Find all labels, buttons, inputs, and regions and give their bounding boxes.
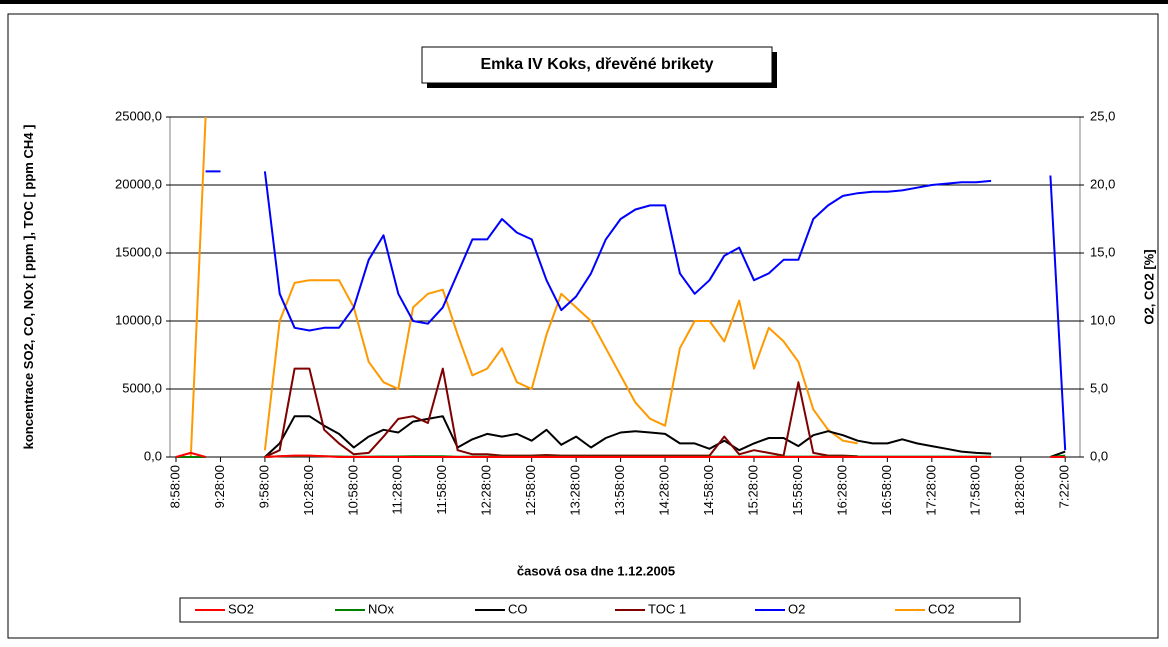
x-tick-label: 12:58:00 (523, 465, 538, 516)
x-tick-label: 10:28:00 (301, 465, 316, 516)
y-tick-label: 20000,0 (115, 176, 162, 191)
top-edge (0, 0, 1168, 4)
legend-label: CO2 (928, 601, 955, 616)
x-tick-label: 13:58:00 (612, 465, 627, 516)
y-tick-label: 10000,0 (115, 312, 162, 327)
y2-axis-title: O2, CO2 [%] (1141, 249, 1156, 324)
x-tick-label: 11:58:00 (434, 465, 449, 515)
x-tick-label: 10:58:00 (345, 465, 360, 516)
x-tick-label: 16:28:00 (834, 465, 849, 516)
x-tick-label: 15:58:00 (790, 465, 805, 516)
legend-label: CO (508, 601, 528, 616)
x-tick-label: 13:28:00 (568, 465, 583, 516)
y-axis-title: koncentrace SO2, CO, NOx [ ppm ], TOC [ … (21, 125, 36, 450)
x-tick-label: 17:58:00 (968, 465, 983, 516)
x-tick-label: 9:58:00 (256, 465, 271, 508)
legend-label: NOx (368, 601, 395, 616)
x-tick-label: 7:22:00 (1057, 465, 1072, 508)
y-tick-label: 25000,0 (115, 108, 162, 123)
series-line (175, 451, 1066, 458)
legend-box (179, 597, 1021, 623)
chart-frame (7, 13, 1159, 639)
chart-title: Emka IV Koks, dřevěné brikety (481, 56, 714, 73)
y2-tick-label: 0,0 (1090, 448, 1108, 463)
x-tick-label: 16:58:00 (879, 465, 894, 516)
y-axis-title-text: koncentrace SO2, CO, NOx [ ppm ], TOC [ … (21, 125, 36, 450)
legend-label: SO2 (228, 601, 254, 616)
y2-tick-label: 20,0 (1090, 176, 1115, 191)
x-tick-label: 17:28:00 (923, 465, 938, 516)
legend-label: O2 (788, 601, 805, 616)
x-tick-label: 14:58:00 (701, 465, 716, 516)
x-tick-label: 12:28:00 (479, 465, 494, 516)
x-tick-label: 18:28:00 (1012, 465, 1027, 516)
x-tick-label: 11:28:00 (390, 465, 405, 515)
y2-tick-label: 15,0 (1090, 244, 1115, 259)
x-tick-label: 9:28:00 (212, 465, 227, 508)
y2-tick-label: 25,0 (1090, 108, 1115, 123)
y2-tick-label: 10,0 (1090, 312, 1115, 327)
x-tick-label: 15:28:00 (745, 465, 760, 516)
x-tick-label: 14:28:00 (656, 465, 671, 516)
title-box (421, 46, 773, 84)
series-line (205, 170, 1067, 451)
y-tick-label: 5000,0 (122, 380, 162, 395)
y2-tick-label: 5,0 (1090, 380, 1108, 395)
x-axis-title: časová osa dne 1.12.2005 (517, 563, 675, 578)
y-tick-label: 15000,0 (115, 244, 162, 259)
y-tick-label: 0,0 (144, 448, 162, 463)
legend-label: TOC 1 (648, 601, 686, 616)
x-tick-label: 8:58:00 (167, 465, 182, 508)
